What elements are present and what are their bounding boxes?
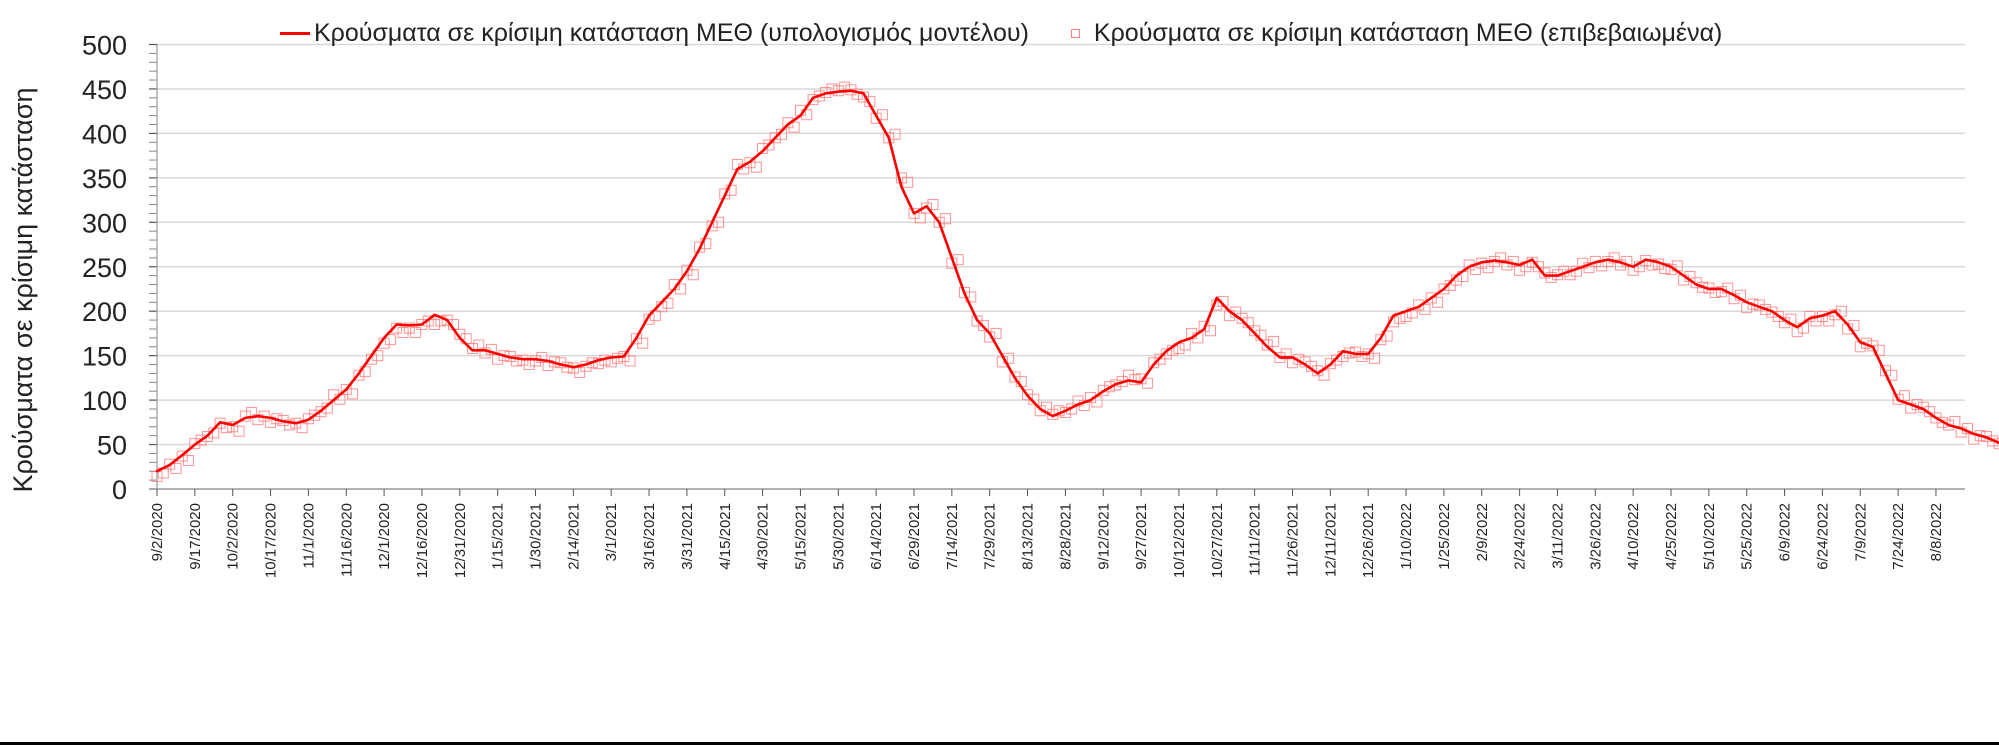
svg-text:3/11/2022: 3/11/2022 (1549, 503, 1566, 569)
svg-text:12/11/2021: 12/11/2021 (1322, 503, 1339, 577)
svg-text:11/1/2020: 11/1/2020 (300, 503, 317, 569)
svg-text:3/16/2021: 3/16/2021 (641, 503, 658, 570)
svg-text:4/10/2022: 4/10/2022 (1625, 503, 1642, 570)
svg-text:9/12/2021: 9/12/2021 (1095, 503, 1112, 570)
svg-text:0: 0 (112, 475, 127, 505)
svg-text:150: 150 (82, 342, 127, 372)
svg-text:12/26/2021: 12/26/2021 (1360, 503, 1377, 578)
legend: Κρούσματα σε κρίσιμη κατάσταση ΜΕΘ (υπολ… (280, 18, 1764, 48)
svg-text:12/1/2020: 12/1/2020 (376, 503, 393, 570)
svg-text:100: 100 (82, 386, 127, 416)
square-marker-icon (1070, 28, 1080, 38)
svg-text:6/29/2021: 6/29/2021 (906, 503, 923, 570)
svg-text:7/29/2021: 7/29/2021 (982, 503, 999, 570)
svg-text:11/11/2021: 11/11/2021 (1247, 503, 1264, 576)
svg-text:9/2/2020: 9/2/2020 (149, 503, 166, 561)
legend-item-observed[interactable]: Κρούσματα σε κρίσιμη κατάσταση ΜΕΘ (επιβ… (1070, 18, 1723, 48)
legend-item-model[interactable]: Κρούσματα σε κρίσιμη κατάσταση ΜΕΘ (υπολ… (280, 19, 1029, 48)
svg-text:3/1/2021: 3/1/2021 (603, 503, 620, 561)
svg-text:5/25/2022: 5/25/2022 (1739, 503, 1756, 570)
svg-text:400: 400 (82, 119, 127, 149)
svg-text:11/26/2021: 11/26/2021 (1285, 503, 1302, 577)
svg-text:1/25/2022: 1/25/2022 (1436, 503, 1453, 570)
svg-text:1/10/2022: 1/10/2022 (1398, 503, 1415, 570)
svg-text:10/27/2021: 10/27/2021 (1209, 503, 1226, 578)
svg-text:2/24/2022: 2/24/2022 (1512, 503, 1529, 570)
svg-text:2/9/2022: 2/9/2022 (1474, 503, 1491, 561)
svg-text:3/31/2021: 3/31/2021 (679, 503, 696, 570)
svg-text:12/31/2020: 12/31/2020 (452, 503, 469, 578)
svg-text:9/27/2021: 9/27/2021 (1133, 503, 1150, 570)
svg-text:450: 450 (82, 75, 127, 105)
svg-text:8/8/2022: 8/8/2022 (1928, 503, 1945, 561)
svg-text:2/14/2021: 2/14/2021 (565, 503, 582, 570)
svg-text:250: 250 (82, 253, 127, 283)
svg-text:10/17/2020: 10/17/2020 (263, 503, 280, 578)
y-axis: 0 50 100 150 200 250 300 350 400 450 500 (82, 31, 158, 505)
svg-text:50: 50 (97, 431, 127, 461)
svg-text:4/25/2022: 4/25/2022 (1663, 503, 1680, 570)
legend-label-model: Κρούσματα σε κρίσιμη κατάσταση ΜΕΘ (υπολ… (314, 18, 1029, 47)
svg-text:10/2/2020: 10/2/2020 (225, 503, 242, 570)
svg-text:8/28/2021: 8/28/2021 (1057, 503, 1074, 570)
svg-text:7/14/2021: 7/14/2021 (944, 503, 961, 570)
svg-text:350: 350 (82, 164, 127, 194)
svg-text:12/16/2020: 12/16/2020 (414, 503, 431, 578)
y-axis-label: Κρούσματα σε κρίσιμη κατάσταση (8, 87, 38, 492)
svg-text:1/30/2021: 1/30/2021 (528, 503, 545, 570)
svg-text:300: 300 (82, 208, 127, 238)
gridlines (157, 43, 1965, 446)
svg-text:200: 200 (82, 297, 127, 327)
svg-text:3/26/2022: 3/26/2022 (1587, 503, 1604, 570)
svg-text:5/30/2021: 5/30/2021 (830, 503, 847, 570)
svg-text:4/30/2021: 4/30/2021 (755, 503, 772, 570)
svg-text:8/13/2021: 8/13/2021 (1020, 503, 1037, 570)
legend-label-observed: Κρούσματα σε κρίσιμη κατάσταση ΜΕΘ (επιβ… (1093, 18, 1723, 47)
red-line-icon (280, 31, 310, 35)
svg-text:5/15/2021: 5/15/2021 (792, 503, 809, 570)
svg-text:5/10/2022: 5/10/2022 (1701, 503, 1718, 570)
svg-text:1/15/2021: 1/15/2021 (490, 503, 507, 570)
bottom-border (0, 742, 1999, 745)
svg-text:9/17/2020: 9/17/2020 (187, 503, 204, 570)
x-axis: 9/2/2020 9/17/2020 10/2/2020 10/17/2020 11/1… (149, 488, 1965, 578)
svg-text:11/16/2020: 11/16/2020 (338, 503, 355, 577)
observed-series-markers (151, 81, 1999, 483)
svg-text:6/9/2022: 6/9/2022 (1777, 503, 1794, 561)
svg-text:10/12/2021: 10/12/2021 (1171, 503, 1188, 578)
svg-text:7/24/2022: 7/24/2022 (1890, 503, 1907, 570)
model-series-line (155, 89, 1999, 473)
svg-text:7/9/2022: 7/9/2022 (1852, 503, 1869, 561)
svg-text:4/15/2021: 4/15/2021 (717, 503, 734, 570)
svg-text:500: 500 (82, 31, 127, 61)
svg-text:6/24/2022: 6/24/2022 (1814, 503, 1831, 570)
svg-text:6/14/2021: 6/14/2021 (868, 503, 885, 570)
